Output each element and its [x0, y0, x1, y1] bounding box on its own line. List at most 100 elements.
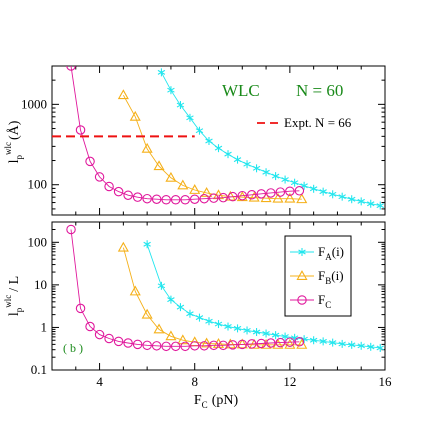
top-point-FA: [224, 150, 232, 159]
bottom-point-FA: [176, 303, 185, 312]
bottom-point-FC: [237, 339, 248, 350]
bottom-point-FC: [142, 340, 152, 351]
top-point-FC: [161, 195, 171, 205]
legend-expt-label: Expt. N = 66: [284, 115, 352, 130]
bottom-point-FA: [243, 326, 251, 335]
bottom-point-FB: [296, 338, 308, 349]
bottom-point-FC: [247, 339, 257, 349]
top-point-FC: [218, 192, 229, 203]
top-point-FC: [237, 190, 248, 201]
bottom-series-line-FC: [70, 229, 300, 347]
top-point-FA: [281, 175, 289, 184]
top-point-FC: [151, 194, 162, 204]
bottom-point-FA: [143, 240, 151, 249]
top-annotation-right: N = 60: [296, 81, 343, 100]
top-point-FC: [208, 193, 219, 203]
bottom-point-FC: [275, 337, 286, 348]
bottom-point-FC: [66, 224, 76, 235]
bottom-point-FA: [157, 281, 166, 290]
top-ylabel-tail: (Å): [6, 120, 22, 140]
top-point-FC: [180, 195, 190, 205]
bottom-point-FB: [236, 338, 248, 349]
bottom-point-FA: [281, 332, 289, 341]
bottom-point-FB: [153, 323, 165, 334]
top-point-FC: [170, 195, 181, 205]
bottom-ylabel-sub: p: [14, 307, 24, 312]
top-point-FC: [113, 186, 124, 197]
bottom-data-layer: [66, 224, 384, 352]
bottom-point-FA: [262, 329, 270, 338]
bottom-point-FC: [113, 336, 124, 347]
top-point-FC: [199, 193, 209, 204]
bottom-point-FC: [199, 341, 209, 351]
bottom-ytick-label: 100: [28, 234, 48, 249]
top-ylabel-sub: p: [14, 155, 24, 160]
top-point-FC: [104, 181, 114, 192]
top-point-FA: [157, 68, 166, 77]
top-point-FA: [309, 184, 318, 193]
bottom-point-FA: [205, 317, 213, 326]
bottom-point-FA: [195, 313, 204, 322]
top-point-FA: [233, 155, 242, 164]
bottom-point-FA: [224, 322, 232, 331]
bottom-point-FB: [284, 338, 296, 349]
bottom-point-FC: [104, 333, 114, 344]
top-point-FA: [319, 187, 327, 196]
top-point-FC: [75, 125, 86, 135]
bottom-point-FC: [75, 303, 86, 314]
top-point-FC: [285, 186, 295, 196]
top-point-FC: [142, 193, 152, 204]
bottom-point-FB: [117, 241, 129, 252]
bottom-point-FA: [214, 320, 223, 329]
bottom-point-FC: [161, 341, 171, 352]
top-point-FC: [294, 186, 305, 196]
bottom-point-FB: [201, 337, 213, 348]
legend-label-FA: FA(i): [318, 244, 344, 262]
bottom-point-FC: [151, 341, 162, 351]
bottom-point-FB: [260, 338, 272, 349]
top-point-FB: [129, 110, 141, 121]
bottom-point-FC: [208, 340, 219, 351]
bottom-point-FB: [165, 330, 177, 341]
top-point-FB: [189, 184, 201, 194]
bottom-point-FC: [123, 338, 133, 348]
top-ytick-label: 1000: [21, 96, 47, 111]
top-point-FB: [177, 179, 189, 190]
top-point-FA: [290, 178, 299, 187]
top-point-FC: [123, 190, 133, 200]
top-point-FA: [376, 201, 384, 210]
svg-text:lpwlc/ L: lpwlc / L: [3, 276, 24, 316]
bottom-point-FB: [141, 308, 153, 319]
bottom-ytick-label: 1: [41, 319, 48, 334]
bottom-xtick-label: 16: [379, 374, 393, 389]
bottom-ylabel-main: l: [7, 312, 22, 316]
top-point-FA: [186, 113, 194, 122]
top-point-FB: [153, 160, 165, 171]
bottom-point-FB: [177, 334, 189, 345]
bottom-ytick-label: 0.1: [31, 362, 47, 377]
top-point-FB: [272, 192, 284, 203]
top-point-FC: [275, 187, 286, 197]
top-ylabel-main: l: [7, 159, 22, 163]
top-point-FA: [357, 197, 365, 206]
top-point-FB: [236, 191, 248, 202]
top-point-FA: [300, 181, 308, 190]
bottom-point-FC: [218, 340, 229, 351]
top-point-FC: [66, 66, 76, 71]
bottom-point-FA: [357, 341, 365, 350]
top-point-FC: [94, 172, 105, 182]
legend-label-FC: FC: [318, 292, 331, 310]
top-point-FB: [117, 89, 129, 100]
bottom-ylabel-tail: / L: [7, 276, 22, 292]
bottom-point-FC: [189, 341, 200, 351]
top-ylabel: lpwlc (Å): [3, 120, 24, 163]
bottom-point-FC: [170, 341, 181, 352]
bottom-point-FB: [272, 338, 284, 349]
bottom-point-FC: [285, 337, 295, 347]
bottom-point-FC: [294, 337, 305, 347]
top-point-FA: [262, 168, 270, 177]
bottom-point-FA: [233, 324, 242, 333]
bottom-point-FB: [129, 285, 141, 296]
bottom-ytick-label: 10: [34, 277, 47, 292]
top-point-FA: [195, 126, 204, 135]
